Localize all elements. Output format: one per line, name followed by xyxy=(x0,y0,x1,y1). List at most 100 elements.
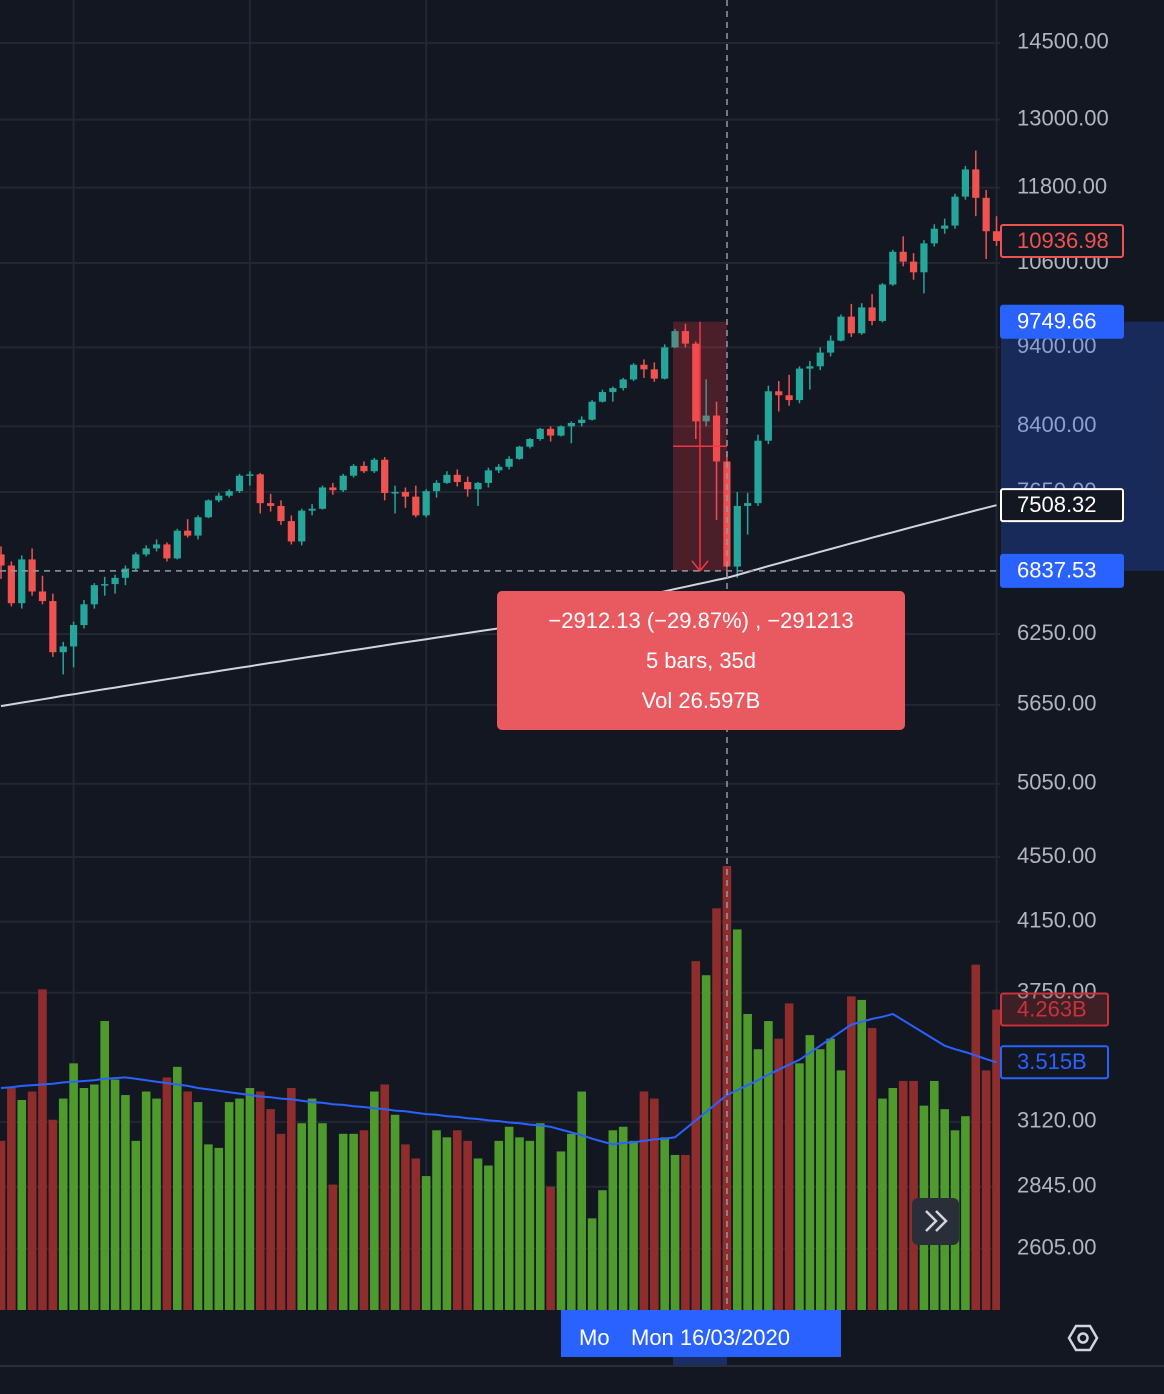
candle-body xyxy=(847,316,855,334)
candle-body xyxy=(526,438,534,447)
y-tick-label: 3750.00 xyxy=(1017,979,1097,1004)
y-tick-label: 14500.00 xyxy=(1017,29,1109,54)
candle-body xyxy=(992,231,1000,241)
volume-bar xyxy=(743,1014,752,1310)
candle-body xyxy=(412,496,420,516)
volume-bar xyxy=(525,1140,535,1310)
candle-body xyxy=(754,440,762,504)
price-label-box xyxy=(1000,992,1109,1027)
candle-body xyxy=(391,492,399,494)
volume-bar xyxy=(691,961,701,1310)
volume-bar xyxy=(764,1021,773,1310)
candle-body xyxy=(360,465,368,472)
volume-bar xyxy=(888,1088,898,1310)
volume-bar xyxy=(380,1084,389,1310)
measure-tooltip-line: −2912.13 (−29.87%) , −291213 xyxy=(548,608,853,633)
candle-body xyxy=(858,307,866,334)
candle-body xyxy=(650,369,658,379)
candle-body xyxy=(318,487,327,509)
measure-arrow-head xyxy=(691,560,709,573)
candle-body xyxy=(308,508,316,511)
price-label: 9749.66 xyxy=(1017,309,1097,334)
volume-bar xyxy=(618,1126,628,1310)
volume-bar xyxy=(318,1123,327,1310)
volume-bar xyxy=(722,866,732,1310)
candle-body xyxy=(28,559,36,592)
volume-bar xyxy=(504,1126,514,1310)
candle-body xyxy=(878,284,887,321)
candle-body xyxy=(38,591,47,602)
candle-body xyxy=(972,169,980,198)
volume-bar xyxy=(432,1130,441,1310)
volume-bar xyxy=(971,964,981,1310)
volume-bar xyxy=(515,1137,524,1310)
candle-body xyxy=(578,419,586,424)
candle-body xyxy=(547,428,555,436)
candle-body xyxy=(785,395,793,401)
candle-body xyxy=(80,604,88,626)
volume-bar xyxy=(681,1154,690,1310)
crosshair-x-label: Mon 16/03/2020 xyxy=(631,1325,790,1350)
volume-bar xyxy=(567,1133,576,1310)
crosshair-x-label-box xyxy=(561,1310,841,1357)
candle-body xyxy=(298,510,306,542)
scroll-button[interactable] xyxy=(912,1198,959,1245)
candle-body xyxy=(661,347,669,379)
candle-body xyxy=(422,491,430,516)
candle-body xyxy=(930,228,938,244)
volume-bar xyxy=(110,1079,120,1310)
volume-bar xyxy=(629,1140,638,1310)
volume-bar xyxy=(152,1098,161,1310)
volume-bar xyxy=(587,1218,597,1310)
candle-body xyxy=(111,577,119,585)
volume-bar xyxy=(784,1003,794,1310)
candle-body xyxy=(495,466,503,471)
volume-bar xyxy=(774,1038,784,1310)
candle-body xyxy=(18,559,26,604)
candle-body xyxy=(277,505,285,522)
candle-body xyxy=(909,261,918,273)
candle-body xyxy=(443,474,451,483)
candle-body xyxy=(692,343,700,422)
volume-bar xyxy=(359,1130,369,1310)
candle-body xyxy=(951,196,959,226)
candle-body xyxy=(702,415,710,422)
settings-button[interactable] xyxy=(1067,1324,1099,1352)
volume-ma-line xyxy=(0,1012,997,1146)
candle-body xyxy=(7,565,15,604)
volume-bar xyxy=(795,1063,804,1310)
volume-bar xyxy=(245,1088,255,1310)
volume-bar xyxy=(224,1102,234,1310)
candle-body xyxy=(464,481,472,490)
candle-body xyxy=(69,625,78,647)
volume-bar xyxy=(712,908,721,1310)
volume-bar xyxy=(100,1021,109,1310)
candle-body xyxy=(536,428,544,439)
volume-bar xyxy=(494,1140,504,1310)
volume-bar xyxy=(546,1186,555,1310)
volume-bar xyxy=(69,1063,78,1310)
volume-bar xyxy=(660,1137,669,1310)
volume-bar xyxy=(815,1049,825,1310)
y-tick-label: 2605.00 xyxy=(1017,1234,1097,1259)
volume-bar xyxy=(390,1114,400,1310)
y-tick-label: 11800.00 xyxy=(1017,173,1107,198)
candle-body xyxy=(982,197,990,232)
candle-body xyxy=(339,475,347,491)
candle-body xyxy=(712,415,721,462)
y-tick-label: 2845.00 xyxy=(1017,1173,1097,1198)
volume-bar xyxy=(961,1116,970,1310)
volume-bar xyxy=(307,1098,317,1310)
volume-bar xyxy=(370,1091,379,1310)
candle-body xyxy=(505,458,513,467)
y-tick-label: 5050.00 xyxy=(1017,770,1097,795)
volume-bar xyxy=(650,1098,659,1310)
volume-bar xyxy=(338,1133,348,1310)
volume-bar xyxy=(255,1091,265,1310)
volume-bar xyxy=(535,1123,545,1310)
volume-bar xyxy=(608,1130,618,1310)
candle-body xyxy=(723,461,731,567)
candle-body xyxy=(961,169,970,197)
